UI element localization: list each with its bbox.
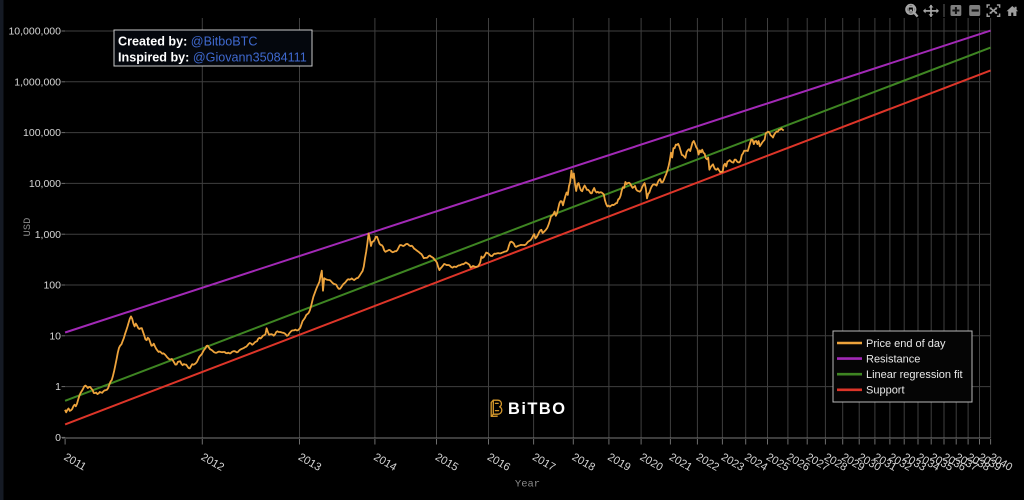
svg-text:10,000: 10,000 (29, 178, 61, 190)
svg-text:Price end of day: Price end of day (866, 338, 946, 350)
svg-text:1,000,000: 1,000,000 (14, 76, 61, 88)
svg-text:10: 10 (49, 330, 61, 342)
svg-text:1,000: 1,000 (35, 229, 61, 241)
svg-text:USD: USD (22, 218, 34, 237)
svg-text:Linear regression fit: Linear regression fit (866, 369, 963, 381)
svg-text:1: 1 (55, 381, 61, 393)
svg-text:Support: Support (866, 385, 905, 397)
svg-text:BiTBO: BiTBO (508, 400, 567, 418)
svg-text:Created by: @BitboBTC: Created by: @BitboBTC (118, 35, 257, 49)
svg-text:10,000,000: 10,000,000 (8, 26, 61, 38)
svg-text:Inspired by: @Giovann35084111: Inspired by: @Giovann35084111 (118, 51, 307, 65)
svg-text:Year: Year (515, 479, 540, 491)
svg-text:100,000: 100,000 (23, 127, 61, 139)
svg-text:0: 0 (55, 432, 61, 444)
svg-text:Resistance: Resistance (866, 354, 920, 366)
svg-text:100: 100 (43, 280, 61, 292)
